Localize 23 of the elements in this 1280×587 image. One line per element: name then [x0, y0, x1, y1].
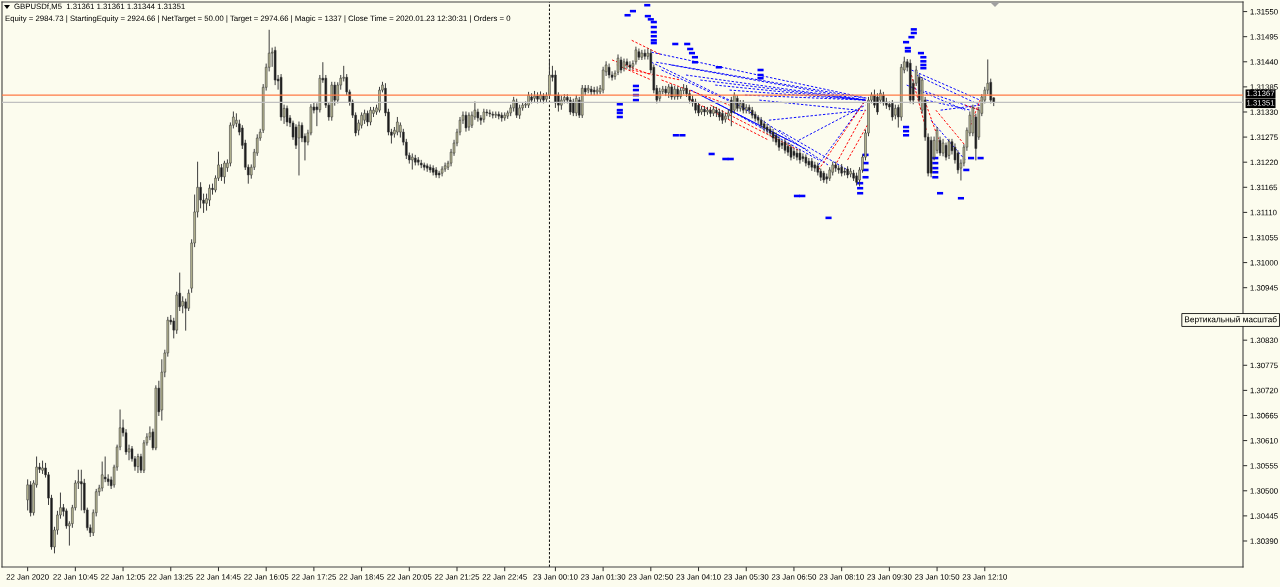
candlestick [26, 479, 29, 511]
candlestick [765, 123, 769, 134]
candlestick [792, 148, 796, 160]
candlestick [208, 184, 211, 207]
candlestick [801, 153, 805, 162]
candlestick [297, 121, 301, 176]
candlestick [628, 61, 632, 71]
candlestick [575, 95, 578, 117]
candlestick [136, 453, 140, 474]
candlestick [795, 148, 799, 161]
candlestick [285, 105, 289, 127]
annotation: Вертикальный масштаб [1185, 316, 1277, 324]
candlestick [437, 170, 441, 179]
candlestick [762, 120, 766, 132]
candlestick [625, 58, 629, 69]
candlestick [843, 168, 846, 176]
candlestick [607, 63, 611, 79]
candlestick [777, 136, 781, 151]
candlestick [730, 96, 733, 127]
candlestick [80, 469, 83, 511]
candlestick [440, 166, 444, 177]
candlestick [804, 154, 808, 167]
candlestick [199, 182, 202, 209]
